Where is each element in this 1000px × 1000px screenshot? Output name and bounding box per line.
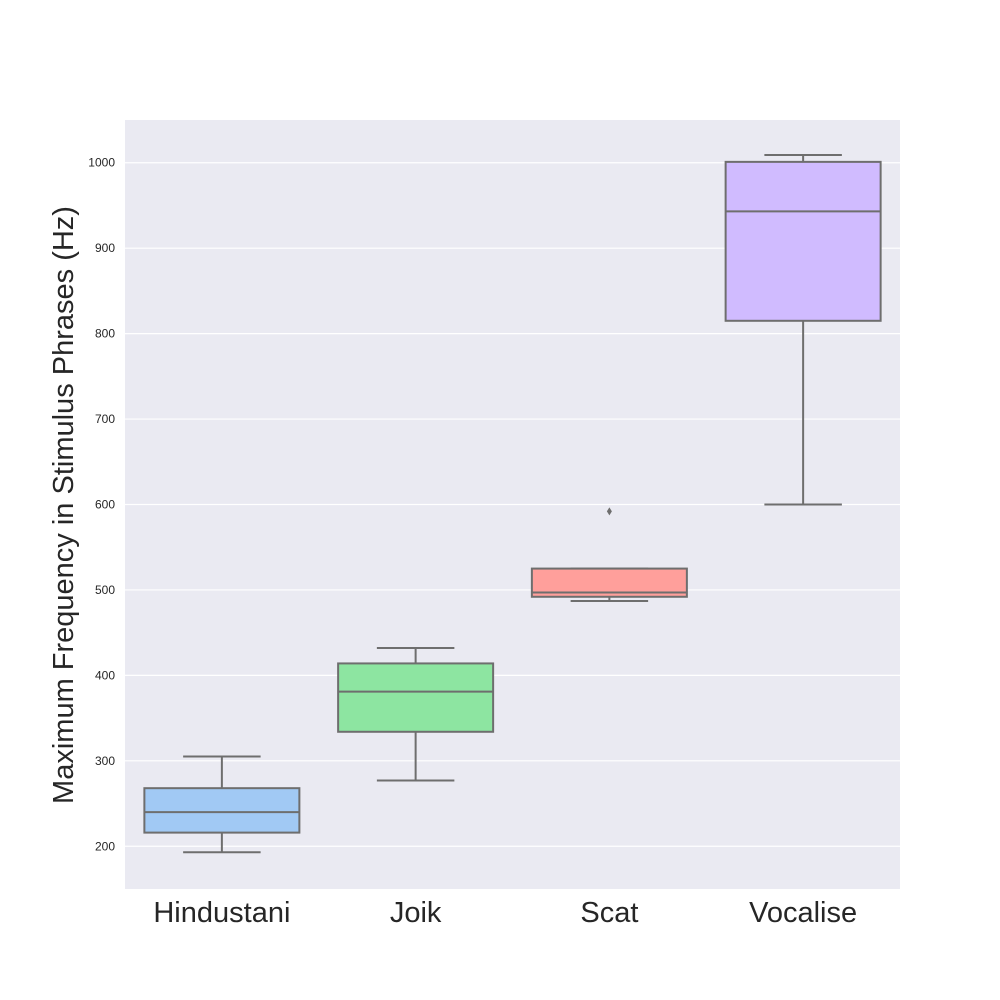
y-tick-label: 300 <box>95 754 115 768</box>
category-label: Hindustani <box>153 897 290 929</box>
box-joik <box>337 647 495 782</box>
box-scat <box>530 507 688 603</box>
y-tick-labels: 200 300 400 500 600 700 800 900 1000 <box>88 156 115 854</box>
boxes <box>143 154 882 854</box>
category-labels: Hindustani Joik Scat Vocalise <box>153 897 857 929</box>
box-iqr <box>143 787 301 834</box>
y-tick-label: 700 <box>95 412 115 426</box>
y-axis-title: Maximum Frequency in Stimulus Phrases (H… <box>48 206 80 804</box>
y-tick-label: 1000 <box>88 156 115 170</box>
box-vocalise <box>724 154 882 506</box>
box-hindustani <box>143 755 301 854</box>
y-tick-label: 800 <box>95 327 115 341</box>
grid-lines <box>125 162 900 847</box>
category-label: Vocalise <box>749 897 857 929</box>
category-label: Scat <box>580 897 638 929</box>
y-tick-label: 600 <box>95 498 115 512</box>
y-tick-label: 200 <box>95 839 115 853</box>
box-iqr <box>337 662 495 733</box>
outlier-point <box>606 507 612 516</box>
box-iqr <box>724 160 882 322</box>
y-tick-label: 400 <box>95 668 115 682</box>
y-tick-label: 500 <box>95 583 115 597</box>
y-tick-label: 900 <box>95 241 115 255</box>
category-label: Joik <box>390 897 442 929</box>
